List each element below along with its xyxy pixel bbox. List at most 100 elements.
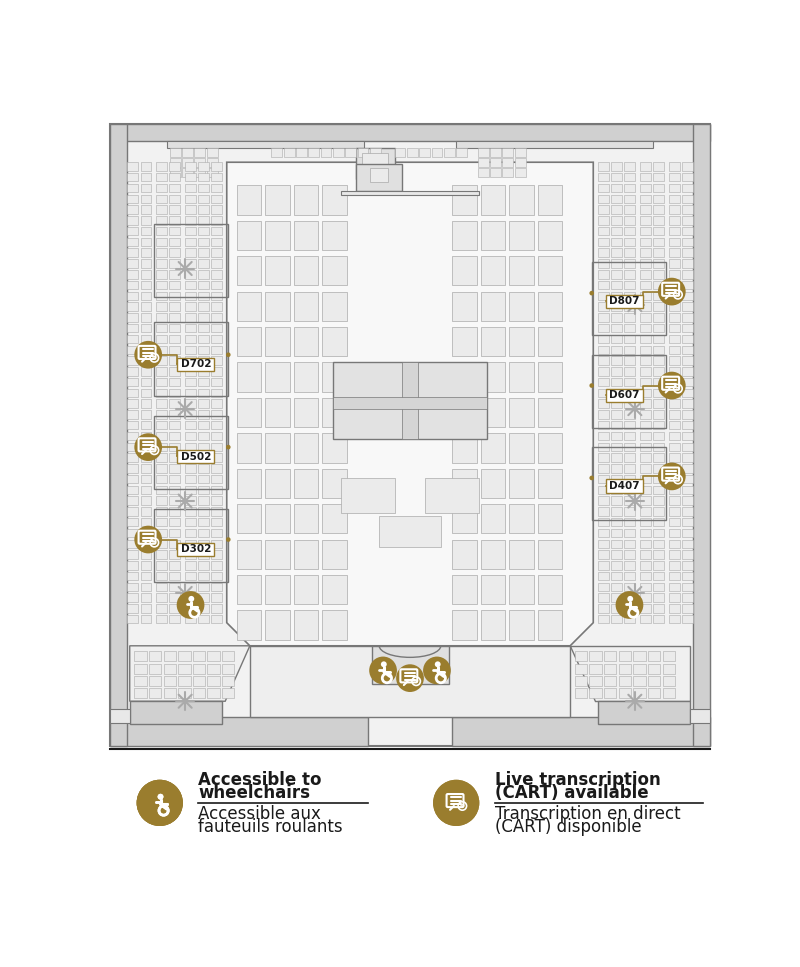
Text: fauteuils roulants: fauteuils roulants xyxy=(198,818,343,835)
Bar xyxy=(598,475,609,484)
Bar xyxy=(598,431,609,440)
Bar xyxy=(169,496,180,505)
Bar xyxy=(598,561,609,570)
Bar xyxy=(481,256,506,285)
Bar xyxy=(694,124,710,746)
Bar xyxy=(654,249,664,257)
Bar xyxy=(185,345,196,354)
Bar xyxy=(654,292,664,300)
Bar xyxy=(198,249,209,257)
Bar xyxy=(127,313,138,322)
Bar xyxy=(170,159,181,167)
Bar xyxy=(624,496,635,505)
Bar xyxy=(640,249,651,257)
Bar xyxy=(154,417,228,489)
Text: Accessible to: Accessible to xyxy=(198,771,322,789)
Bar xyxy=(444,148,454,157)
Bar xyxy=(169,217,180,224)
Bar xyxy=(624,303,635,310)
Bar xyxy=(222,689,234,698)
Bar xyxy=(590,689,602,698)
Bar xyxy=(611,280,622,289)
Bar xyxy=(198,205,209,214)
Bar xyxy=(654,475,664,484)
Bar xyxy=(169,227,180,235)
Bar xyxy=(624,259,635,268)
Bar xyxy=(141,615,151,624)
Bar xyxy=(169,518,180,526)
Bar xyxy=(294,292,318,321)
Bar xyxy=(294,575,318,604)
Bar xyxy=(185,594,196,601)
Bar xyxy=(127,529,138,538)
Bar xyxy=(198,561,209,570)
Bar xyxy=(682,335,693,343)
Bar xyxy=(481,433,506,462)
Bar xyxy=(598,518,609,526)
Bar xyxy=(198,345,209,354)
Bar xyxy=(682,615,693,624)
Bar xyxy=(682,496,693,505)
Bar xyxy=(611,324,622,333)
Bar xyxy=(198,508,209,515)
Bar xyxy=(185,496,196,505)
Bar xyxy=(624,184,635,192)
Bar xyxy=(141,335,151,343)
Bar xyxy=(198,485,209,494)
Bar xyxy=(156,378,166,386)
Bar xyxy=(624,443,635,451)
Bar xyxy=(198,259,209,268)
Circle shape xyxy=(590,476,594,481)
Bar xyxy=(185,280,196,289)
Bar xyxy=(141,421,151,429)
Bar xyxy=(169,508,180,515)
Circle shape xyxy=(369,657,397,685)
Bar xyxy=(222,676,234,686)
Bar xyxy=(624,540,635,548)
Bar xyxy=(690,709,710,722)
Bar xyxy=(510,256,534,285)
Bar xyxy=(640,399,651,408)
Bar xyxy=(222,651,234,661)
Bar xyxy=(294,256,318,285)
Bar xyxy=(682,594,693,601)
Bar xyxy=(598,184,609,192)
Bar xyxy=(185,367,196,375)
Bar xyxy=(682,454,693,462)
Bar xyxy=(198,217,209,224)
Bar xyxy=(640,217,651,224)
Bar xyxy=(604,663,616,674)
Bar xyxy=(266,292,290,321)
Circle shape xyxy=(381,661,386,667)
Bar xyxy=(237,220,262,250)
Bar xyxy=(611,345,622,354)
Bar xyxy=(198,292,209,300)
Bar xyxy=(682,443,693,451)
Bar xyxy=(682,583,693,591)
Bar xyxy=(669,550,679,559)
Bar xyxy=(611,615,622,624)
Bar xyxy=(669,399,679,408)
Text: D407: D407 xyxy=(609,481,639,491)
Bar xyxy=(185,173,196,182)
Bar xyxy=(669,345,679,354)
Bar xyxy=(198,496,209,505)
Bar xyxy=(618,689,631,698)
Bar xyxy=(169,443,180,451)
Bar xyxy=(624,345,635,354)
Bar xyxy=(198,173,209,182)
Bar xyxy=(156,604,166,613)
Bar xyxy=(481,186,506,215)
Bar xyxy=(640,227,651,235)
Bar xyxy=(141,162,151,171)
Bar xyxy=(598,356,609,365)
Bar xyxy=(178,542,214,556)
Bar xyxy=(640,313,651,322)
Bar xyxy=(598,701,690,724)
Bar xyxy=(452,397,477,427)
Bar xyxy=(669,561,679,570)
Bar xyxy=(198,313,209,322)
Bar xyxy=(510,469,534,498)
Bar xyxy=(510,504,534,534)
Bar xyxy=(211,335,222,343)
